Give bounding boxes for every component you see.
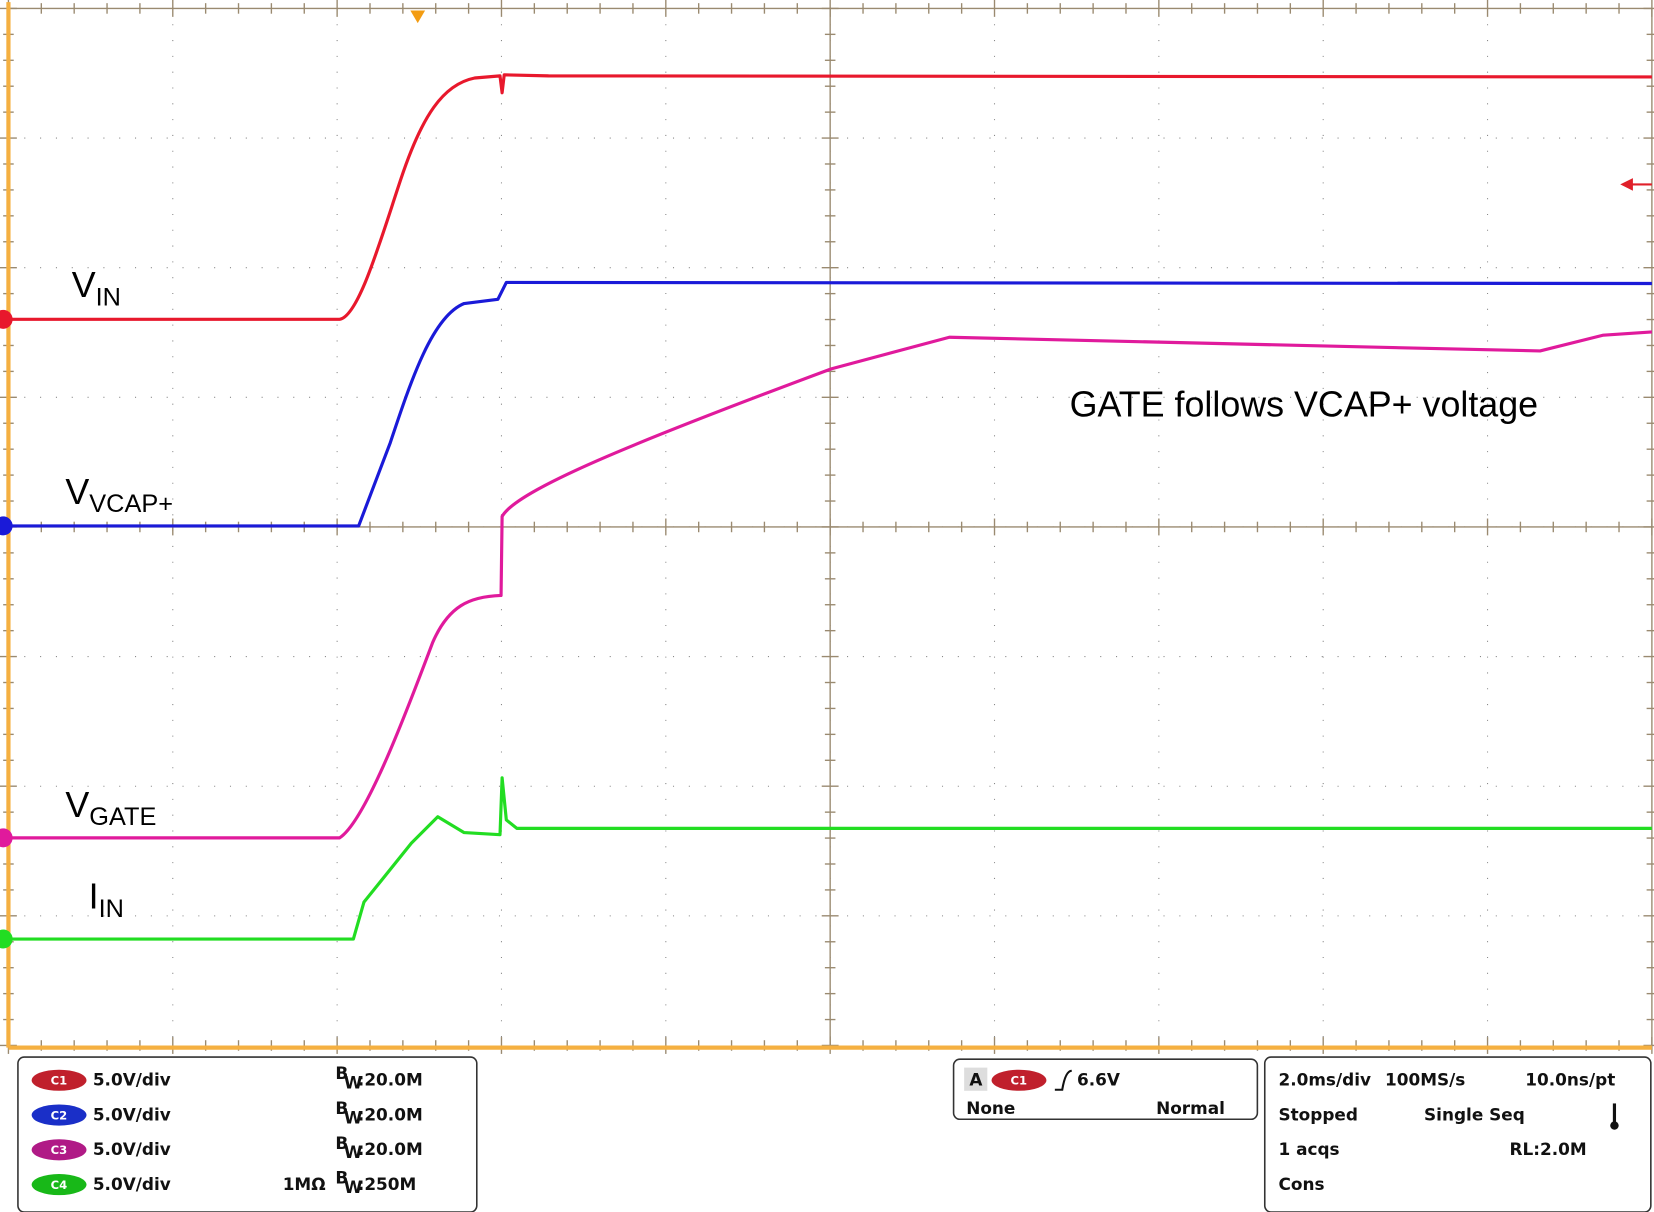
trigger-source-badge <box>991 1069 1047 1091</box>
display-mode: Cons <box>1278 1174 1324 1194</box>
channel-scale: 5.0V/div <box>93 1104 171 1124</box>
label-main: V <box>72 265 96 305</box>
channel-impedance: 1MΩ <box>283 1174 326 1194</box>
bw-b: B <box>335 1168 348 1188</box>
channel-bandwidth: :250M <box>358 1174 417 1194</box>
acq-count: 1 acqs <box>1278 1139 1339 1159</box>
channel-id: C3 <box>51 1143 68 1157</box>
trigger-source: C1 <box>1011 1073 1028 1087</box>
thermometer-bulb <box>1610 1121 1619 1130</box>
label-sub: VCAP+ <box>89 490 173 518</box>
timebase-panel <box>1263 1056 1652 1212</box>
channel-panel <box>17 1056 478 1212</box>
trigger-sweep: Normal <box>1156 1098 1225 1118</box>
label-main: V <box>65 472 89 512</box>
ch3-marker <box>0 828 13 848</box>
thermometer-icon <box>1612 1103 1617 1125</box>
channel-bandwidth: :20.0M <box>358 1070 423 1090</box>
bw-b: B <box>335 1098 348 1118</box>
channel-badge <box>31 1174 87 1196</box>
trace-label: IIN <box>89 876 124 922</box>
bw-w: W <box>344 1073 363 1093</box>
sample-rate: 100MS/s <box>1385 1070 1465 1090</box>
ch2-marker <box>0 516 13 536</box>
channel-badge <box>31 1069 87 1091</box>
trigger-level: 6.6V <box>1077 1070 1120 1090</box>
ch4-marker <box>0 929 13 949</box>
trace-label: VVCAP+ <box>65 472 173 518</box>
label-main: I <box>89 876 99 916</box>
channel-id: C4 <box>51 1178 68 1192</box>
trigger-mode-box <box>964 1067 988 1091</box>
trigger-slope-icon <box>1054 1069 1072 1091</box>
channel-id: C2 <box>51 1108 68 1122</box>
trigger-mode: A <box>969 1070 982 1090</box>
bw-w: W <box>344 1142 363 1162</box>
channel-scale: 5.0V/div <box>93 1139 171 1159</box>
trigger-position-marker <box>410 10 426 24</box>
trace-label: VGATE <box>65 785 156 831</box>
bw-w: W <box>344 1177 363 1197</box>
channel-scale: 5.0V/div <box>93 1070 171 1090</box>
bw-b: B <box>335 1133 348 1153</box>
channel-bandwidth: :20.0M <box>358 1139 423 1159</box>
trigger-coupling: None <box>966 1098 1015 1118</box>
annotation: GATE follows VCAP+ voltage <box>1070 384 1539 424</box>
label-sub: GATE <box>89 803 156 831</box>
record-length: RL:2.0M <box>1509 1139 1586 1159</box>
ch1-marker <box>0 309 13 329</box>
timebase-scale: 2.0ms/div <box>1278 1070 1371 1090</box>
label-sub: IN <box>99 895 124 923</box>
trace-iin <box>8 776 1652 941</box>
channel-badge <box>31 1139 87 1161</box>
resolution: 10.0ns/pt <box>1525 1070 1615 1090</box>
acq-state: Stopped <box>1278 1104 1357 1124</box>
channel-scale: 5.0V/div <box>93 1174 171 1194</box>
trace-gate <box>8 330 1652 840</box>
trace-vin <box>8 73 1652 321</box>
bw-w: W <box>344 1107 363 1127</box>
trigger-level-marker <box>1620 178 1633 191</box>
trace-vcap <box>8 280 1652 528</box>
label-sub: IN <box>96 284 121 312</box>
trigger-panel <box>952 1058 1259 1121</box>
trace-label: VIN <box>72 265 121 311</box>
label-main: V <box>65 785 89 825</box>
channel-id: C1 <box>51 1073 68 1087</box>
bw-b: B <box>335 1063 348 1083</box>
channel-bandwidth: :20.0M <box>358 1104 423 1124</box>
acq-mode: Single Seq <box>1424 1104 1525 1124</box>
channel-badge <box>31 1104 87 1126</box>
